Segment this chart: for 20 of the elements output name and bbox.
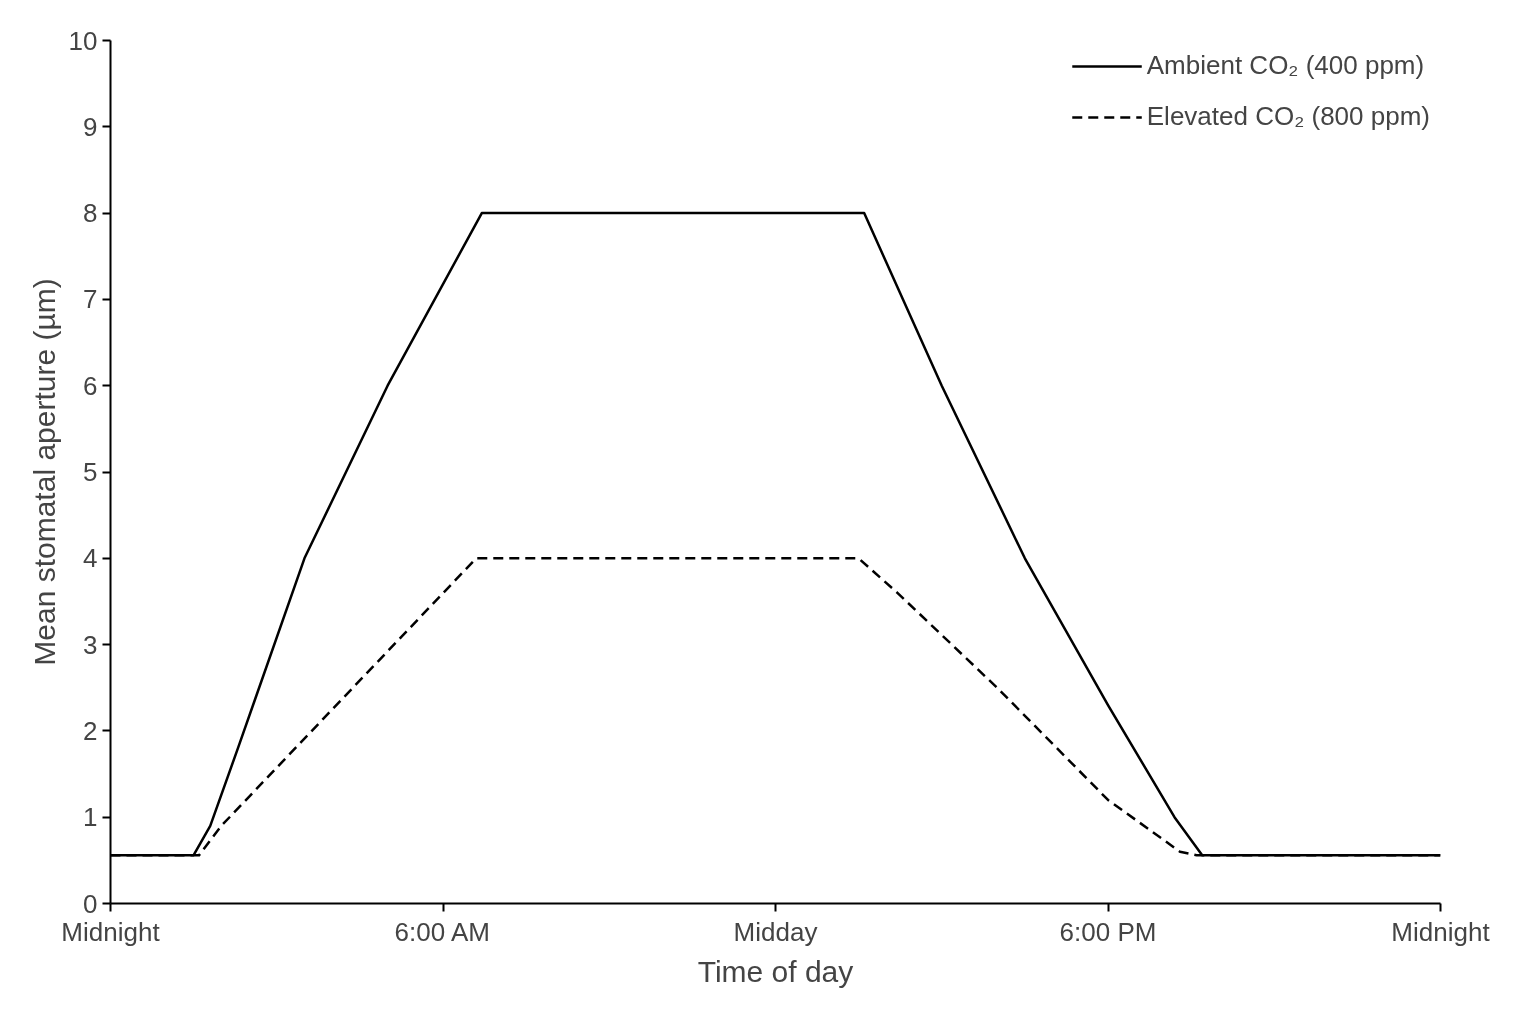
legend-label: Ambient CO₂ (400 ppm) [1146, 50, 1425, 81]
legend-label: Elevated CO₂ (800 ppm) [1146, 101, 1430, 132]
x-tick-label: Midday [733, 916, 818, 947]
x-axis-title: Time of day [697, 954, 854, 988]
y-axis-title: Mean stomatal aperture (µm) [27, 278, 61, 666]
y-tick-label: 0 [83, 888, 98, 919]
y-tick-label: 9 [83, 111, 98, 142]
y-tick-label: 5 [83, 457, 98, 487]
x-tick-label: 6:00 PM [1059, 916, 1157, 947]
x-tick-label: Midnight [1391, 916, 1491, 947]
x-tick-label: Midnight [61, 916, 161, 947]
y-tick-label: 7 [83, 284, 98, 315]
y-tick-label: 10 [68, 25, 98, 56]
y-tick-label: 1 [83, 802, 98, 833]
x-tick-label: 6:00 AM [394, 916, 490, 947]
y-tick-label: 8 [83, 198, 98, 229]
y-tick-label: 3 [83, 629, 98, 660]
y-tick-label: 4 [83, 543, 98, 574]
y-tick-label: 6 [83, 370, 98, 401]
y-tick-label: 2 [83, 715, 98, 746]
